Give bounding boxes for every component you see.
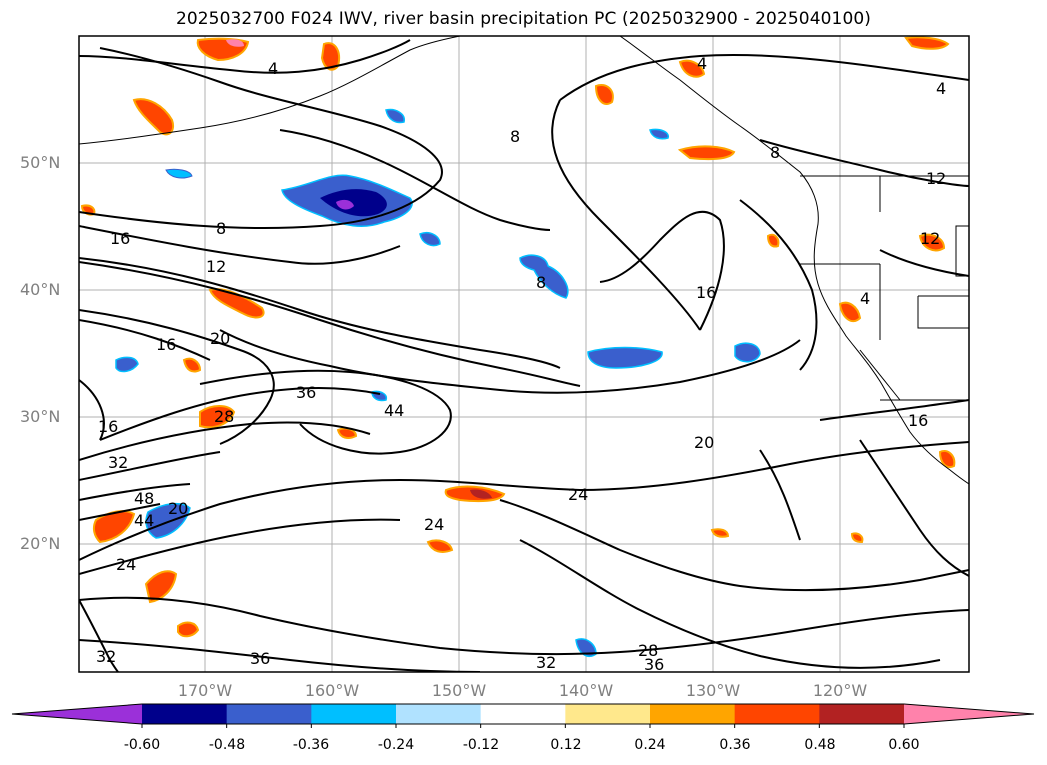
colorbar-segment [650, 704, 736, 724]
contour-label: 16 [110, 229, 130, 248]
contour-label: 4 [936, 79, 946, 98]
lon-label: 130°W [685, 681, 741, 700]
contour-label: 36 [296, 383, 316, 402]
contour-labels: 4 4 4 8 8 8 12 12 16 16 16 16 16 20 20 2… [96, 54, 946, 674]
contour-label: 36 [250, 649, 270, 668]
colorbar-tick-label: -0.12 [462, 737, 500, 753]
gridlines [79, 36, 969, 672]
contour-label: 8 [216, 219, 226, 238]
contour-label: 16 [156, 335, 176, 354]
colorbar-extend-low [12, 704, 142, 724]
lon-label: 150°W [431, 681, 487, 700]
contour-label: 20 [168, 499, 188, 518]
lat-label: 20°N [20, 534, 61, 553]
contour-label: 16 [908, 411, 928, 430]
lat-label: 30°N [20, 407, 61, 426]
contour-label: 36 [644, 655, 664, 674]
contour-label: 28 [214, 407, 234, 426]
contour-label: 44 [384, 401, 404, 420]
contour-label: 8 [536, 273, 546, 292]
contour-label: 24 [116, 555, 136, 574]
colorbar-extend-high [904, 704, 1034, 724]
colorbar [11, 703, 1035, 728]
colorbar-segment [480, 704, 566, 724]
contour-label: 4 [697, 54, 707, 73]
contour-label: 44 [134, 511, 154, 530]
colorbar-tick-label: 0.48 [804, 737, 836, 753]
iwv-contours [79, 39, 969, 672]
contour-label: 4 [860, 289, 870, 308]
lon-label: 160°W [304, 681, 360, 700]
contour-label: 12 [920, 229, 940, 248]
contour-label: 20 [210, 329, 230, 348]
colorbar-tick-label: 0.36 [719, 737, 751, 753]
contour-label: 8 [510, 127, 520, 146]
precip-anomaly-fill [80, 36, 956, 658]
contour-label: 32 [96, 647, 116, 666]
lon-label: 120°W [812, 681, 868, 700]
lon-label: 170°W [177, 681, 233, 700]
map-canvas: 4 4 4 8 8 8 12 12 16 16 16 16 16 20 20 2… [78, 35, 970, 674]
contour-label: 48 [134, 489, 154, 508]
contour-label: 32 [108, 453, 128, 472]
colorbar-segment [734, 704, 820, 724]
lon-label: 140°W [558, 681, 614, 700]
contour-label: 16 [98, 417, 118, 436]
colorbar-segment [142, 704, 228, 724]
colorbar-tick-label: -0.48 [208, 737, 246, 753]
colorbar-segment [396, 704, 482, 724]
colorbar-tick-label: -0.24 [377, 737, 415, 753]
colorbar-segment [819, 704, 905, 724]
colorbar-segment [226, 704, 312, 724]
colorbar-tick-label: 0.24 [634, 737, 666, 753]
contour-label: 12 [206, 257, 226, 276]
colorbar-segment [311, 704, 397, 724]
colorbar-tick-label: -0.60 [123, 737, 161, 753]
colorbar-tick-label: 0.60 [888, 737, 920, 753]
lat-label: 40°N [20, 280, 61, 299]
contour-label: 20 [694, 433, 714, 452]
contour-label: 28 [638, 641, 658, 660]
colorbar-segments [12, 704, 1034, 724]
contour-label: 16 [696, 283, 716, 302]
contour-label: 24 [568, 485, 588, 504]
colorbar-tick-label: -0.36 [292, 737, 330, 753]
contour-label: 4 [268, 59, 278, 78]
map-title: 2025032700 F024 IWV, river basin precipi… [175, 9, 872, 29]
contour-label: 32 [536, 653, 556, 672]
contour-label: 12 [926, 169, 946, 188]
contour-label: 24 [424, 515, 444, 534]
colorbar-segment [565, 704, 651, 724]
colorbar-tick-label: 0.12 [550, 737, 582, 753]
lat-label: 50°N [20, 153, 61, 172]
coastlines [79, 36, 969, 485]
